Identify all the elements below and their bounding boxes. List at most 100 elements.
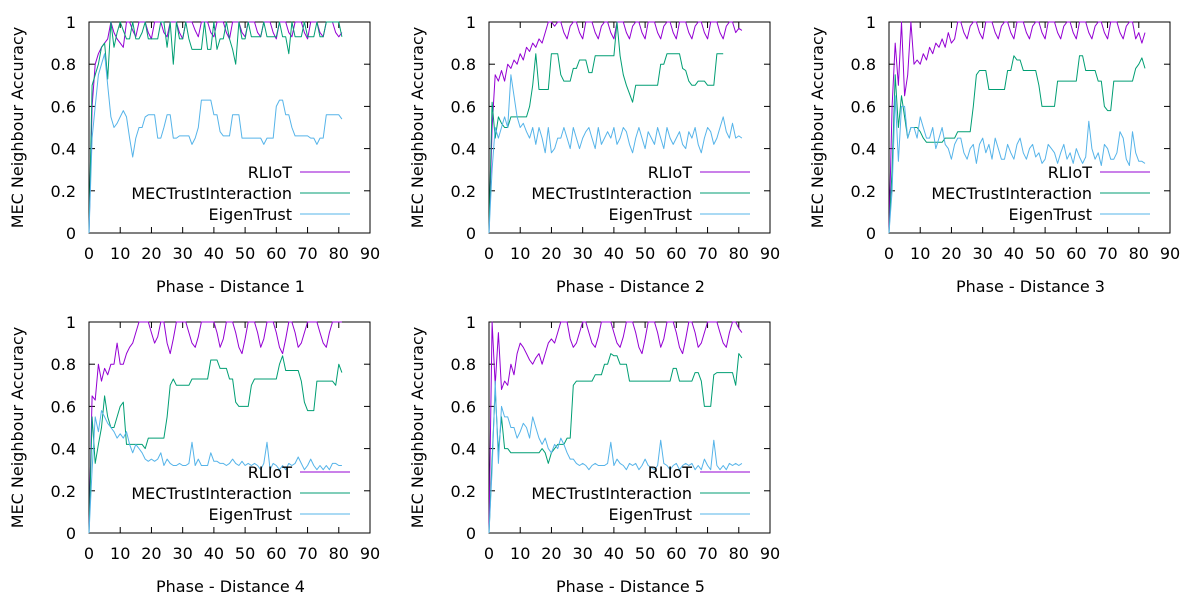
y-tick-label: 0.4 xyxy=(51,440,76,459)
y-tick-label: 0.4 xyxy=(451,140,476,159)
series-line-rliot xyxy=(88,321,342,534)
x-tick-label: 40 xyxy=(1004,244,1024,263)
x-tick-label: 80 xyxy=(329,544,349,563)
y-tick-label: 0.8 xyxy=(451,355,476,374)
legend-label-mectrustinteraction: MECTrustInteraction xyxy=(531,184,692,203)
x-tick-label: 80 xyxy=(1129,244,1149,263)
x-tick-label: 20 xyxy=(941,244,961,263)
series-line-mectrustinteraction xyxy=(88,355,343,534)
x-axis-label: Phase - Distance 3 xyxy=(956,277,1105,296)
series-line-rliot xyxy=(888,21,1146,234)
x-tick-label: 50 xyxy=(635,544,655,563)
x-tick-label: 50 xyxy=(235,544,255,563)
y-tick-label: 1 xyxy=(866,13,876,32)
series-line-mectrustinteraction xyxy=(88,21,343,234)
x-tick-label: 40 xyxy=(604,544,624,563)
x-tick-label: 60 xyxy=(1066,244,1086,263)
x-tick-label: 90 xyxy=(760,544,780,563)
x-tick-label: 30 xyxy=(572,244,592,263)
chart-panel-3: 0 10 20 30 40 50 60 70 80 90 0 0.2 0.4 0.6 0.8 1 Phase -… xyxy=(808,13,1180,296)
chart-panel-1: 0 10 20 30 40 50 60 70 80 90 0 0.2 0.4 0.6 0.8 1 Phase -… xyxy=(8,13,380,296)
x-tick-label: 20 xyxy=(141,544,161,563)
x-tick-label: 70 xyxy=(1097,244,1117,263)
y-tick-label: 0 xyxy=(66,224,76,243)
x-tick-label: 0 xyxy=(84,244,94,263)
y-tick-label: 0.2 xyxy=(451,482,476,501)
y-tick-label: 1 xyxy=(466,313,476,332)
y-tick-label: 0.2 xyxy=(51,482,76,501)
legend-label-mectrustinteraction: MECTrustInteraction xyxy=(131,184,292,203)
x-tick-label: 30 xyxy=(972,244,992,263)
x-tick-label: 70 xyxy=(697,244,717,263)
series-line-rliot xyxy=(488,321,743,534)
series-line-eigentrust xyxy=(488,380,743,534)
x-tick-label: 20 xyxy=(141,244,161,263)
x-tick-label: 60 xyxy=(266,544,286,563)
legend-label-rliot: RLIoT xyxy=(648,463,693,482)
chart-panel-4: 0 10 20 30 40 50 60 70 80 90 0 0.2 0.4 0.6 0.8 1 Phase -… xyxy=(8,313,380,596)
y-tick-label: 1 xyxy=(466,13,476,32)
y-tick-label: 0.2 xyxy=(51,182,76,201)
x-tick-label: 50 xyxy=(635,244,655,263)
y-axis-label: MEC Neighbour Accuracy xyxy=(808,27,827,229)
series-line-eigentrust xyxy=(488,74,743,234)
x-tick-label: 30 xyxy=(172,244,192,263)
legend-label-eigentrust: EigenTrust xyxy=(209,205,292,224)
y-tick-label: 0.4 xyxy=(51,140,76,159)
x-tick-label: 80 xyxy=(729,244,749,263)
legend-label-rliot: RLIoT xyxy=(248,463,293,482)
y-tick-label: 0.8 xyxy=(51,355,76,374)
series-line-rliot xyxy=(88,21,343,234)
x-tick-label: 20 xyxy=(541,544,561,563)
chart-panel-2: 0 10 20 30 40 50 60 70 80 90 0 0.2 0.4 0.6 0.8 1 Phase -… xyxy=(408,13,780,296)
x-axis-label: Phase - Distance 2 xyxy=(556,277,705,296)
y-tick-label: 0.4 xyxy=(851,140,876,159)
x-tick-label: 0 xyxy=(884,244,894,263)
y-tick-label: 0.6 xyxy=(451,97,476,116)
y-tick-label: 0 xyxy=(466,224,476,243)
y-axis-label: MEC Neighbour Accuracy xyxy=(8,327,27,529)
y-tick-label: 0.8 xyxy=(851,55,876,74)
plot-frame xyxy=(88,21,371,234)
plot-frame xyxy=(488,21,771,234)
series-line-eigentrust xyxy=(88,410,342,534)
series-line-eigentrust xyxy=(88,53,343,234)
x-tick-label: 30 xyxy=(572,544,592,563)
legend-label-rliot: RLIoT xyxy=(248,163,293,182)
y-tick-label: 0 xyxy=(66,524,76,543)
x-tick-label: 50 xyxy=(1035,244,1055,263)
x-tick-label: 80 xyxy=(329,244,349,263)
x-tick-label: 20 xyxy=(541,244,561,263)
legend-label-rliot: RLIoT xyxy=(1048,163,1093,182)
x-tick-label: 70 xyxy=(697,544,717,563)
plot-frame xyxy=(888,21,1171,234)
series-line-mectrustinteraction xyxy=(488,21,724,234)
x-tick-label: 80 xyxy=(729,544,749,563)
x-tick-label: 60 xyxy=(666,244,686,263)
y-tick-label: 0.4 xyxy=(451,440,476,459)
y-tick-label: 1 xyxy=(66,313,76,332)
x-tick-label: 10 xyxy=(910,244,930,263)
x-axis-label: Phase - Distance 5 xyxy=(556,577,705,596)
y-tick-label: 1 xyxy=(66,13,76,32)
x-tick-label: 0 xyxy=(84,544,94,563)
x-tick-label: 90 xyxy=(360,544,380,563)
legend-label-mectrustinteraction: MECTrustInteraction xyxy=(531,484,692,503)
x-tick-label: 90 xyxy=(360,244,380,263)
legend-label-eigentrust: EigenTrust xyxy=(609,505,692,524)
legend-label-eigentrust: EigenTrust xyxy=(209,505,292,524)
x-tick-label: 70 xyxy=(297,544,317,563)
series-line-mectrustinteraction xyxy=(488,353,743,534)
x-tick-label: 70 xyxy=(297,244,317,263)
x-tick-label: 40 xyxy=(604,244,624,263)
y-tick-label: 0 xyxy=(466,524,476,543)
x-tick-label: 10 xyxy=(510,544,530,563)
x-tick-label: 90 xyxy=(1160,244,1180,263)
y-axis-label: MEC Neighbour Accuracy xyxy=(8,27,27,229)
y-tick-label: 0.6 xyxy=(851,97,876,116)
x-tick-label: 60 xyxy=(666,544,686,563)
x-tick-label: 10 xyxy=(110,544,130,563)
y-axis-label: MEC Neighbour Accuracy xyxy=(408,327,427,529)
y-tick-label: 0.8 xyxy=(51,55,76,74)
